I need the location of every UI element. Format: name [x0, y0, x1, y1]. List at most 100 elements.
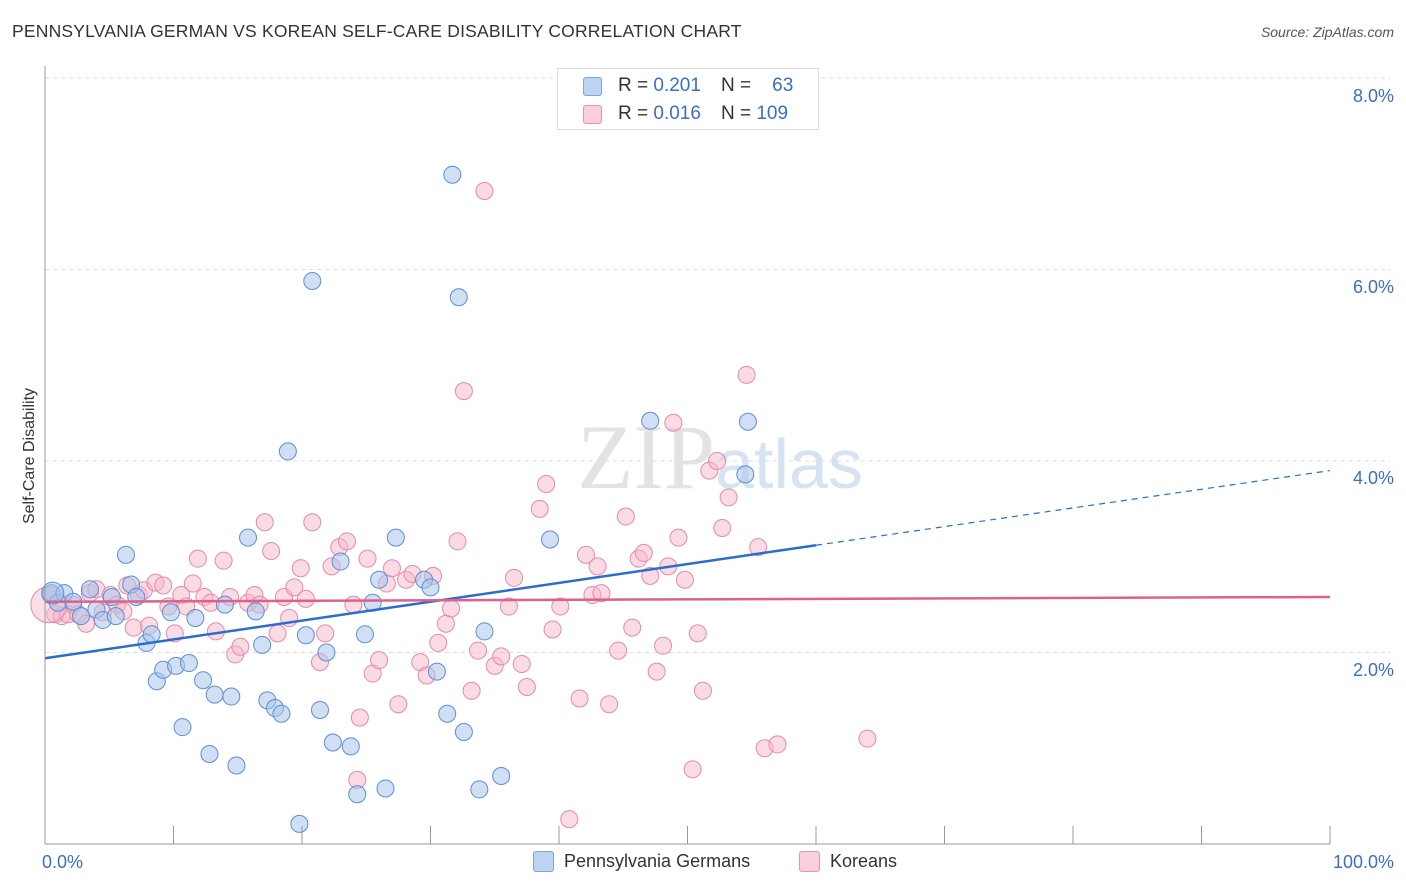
pennsylvania-germans-point [303, 271, 322, 290]
pennsylvania-germans-point [370, 570, 389, 589]
koreans-point [154, 576, 173, 595]
axes [44, 66, 1331, 845]
koreans-point [675, 570, 694, 589]
pennsylvania-germans-point [127, 587, 146, 606]
koreans-point [693, 681, 712, 700]
pennsylvania-germans-point [142, 625, 161, 644]
pennsylvania-germans-point [246, 602, 265, 621]
koreans-point [708, 452, 727, 470]
koreans-point [647, 662, 666, 681]
n-label: N = [720, 75, 752, 96]
source-label: Source: ZipAtlas.com [1260, 24, 1394, 40]
pennsylvania-germans-point [341, 737, 360, 756]
pennsylvania-germans-point [179, 654, 198, 673]
pennsylvania-germans-point [239, 528, 258, 547]
y-tick-label-8: 8.0% [1352, 86, 1394, 106]
koreans-point [214, 551, 233, 570]
pennsylvania-germans-point [116, 545, 135, 564]
r-value: 0.201 [653, 75, 701, 96]
pennsylvania-germans-point [317, 643, 336, 662]
koreans-point [183, 574, 202, 593]
koreans-point [654, 636, 673, 655]
stats-legend: R = 0.201 N = 63 R = 0.016 N = 109 [557, 68, 819, 130]
n-label: N = [720, 103, 752, 124]
koreans-point [576, 545, 595, 564]
koreans-point [337, 532, 356, 551]
grid-lines [45, 77, 1390, 653]
pennsylvania-germans-point [331, 552, 350, 571]
pink-swatch [583, 104, 602, 124]
pennsylvania-germans-point [222, 687, 241, 706]
koreans-point [512, 654, 531, 673]
pennsylvania-germans-point [376, 779, 395, 798]
pennsylvania-germans-point [738, 412, 757, 431]
koreans-point [350, 708, 369, 727]
koreans-point [469, 641, 488, 660]
pennsylvania-germans-point [161, 603, 180, 622]
pennsylvania-germans-point [227, 756, 246, 775]
koreans-point [492, 647, 511, 666]
koreans-point [303, 513, 322, 532]
koreans-point [454, 382, 473, 401]
pennsylvania-germans-point [272, 704, 291, 723]
koreans-point [370, 651, 389, 670]
koreans-point [543, 620, 562, 639]
pennsylvania-germans-trend-line [44, 544, 817, 660]
koreans-point [262, 542, 281, 561]
pennsylvania-germans-point [475, 622, 494, 641]
koreans-point [499, 597, 518, 616]
koreans-point [634, 543, 653, 562]
koreans-point [124, 618, 143, 637]
koreans-point [530, 499, 549, 518]
n-value: 109 [756, 103, 789, 124]
x-tick-label-min: 0.0% [42, 852, 84, 872]
pennsylvania-germans-point [205, 685, 224, 704]
pennsylvania-germans-point [290, 814, 309, 833]
koreans-point [600, 695, 619, 714]
koreans-point [719, 488, 738, 507]
koreans-point [255, 513, 274, 532]
pennsylvania-germans-point [492, 767, 511, 786]
legend-item-pennsylvania-germans[interactable]: Pennsylvania Germans [533, 851, 750, 872]
stats-row-pink: R = 0.016 N = 109 [558, 101, 788, 127]
pennsylvania-germans-point [71, 607, 90, 626]
koreans-point [570, 689, 589, 708]
x-tick-label-max: 100.0% [1332, 852, 1394, 872]
pennsylvania-germans-cluster-point [41, 581, 65, 605]
pennsylvania-germans-point [194, 671, 213, 690]
koreans-point [688, 624, 707, 643]
koreans-point [551, 597, 570, 616]
koreans-point [664, 413, 683, 432]
koreans-point [448, 532, 467, 551]
pink-swatch [799, 851, 820, 872]
pennsylvania-germans-point [296, 626, 315, 645]
r-value: 0.016 [653, 103, 701, 124]
chart-title: PENNSYLVANIA GERMAN VS KOREAN SELF-CARE … [12, 21, 742, 41]
koreans-point [389, 695, 408, 714]
pennsylvania-germans-point [278, 442, 297, 461]
r-label: R = [618, 75, 649, 96]
pennsylvania-germans-point [541, 530, 560, 549]
koreans-point [436, 614, 455, 633]
pennsylvania-germans-point [80, 580, 99, 599]
pennsylvania-germans-point [106, 607, 125, 626]
y-tick-label-4: 4.0% [1352, 468, 1394, 488]
stats-row-blue: R = 0.201 N = 63 [558, 73, 793, 99]
legend-label: Pennsylvania Germans [564, 851, 751, 871]
koreans-point [669, 528, 688, 547]
pennsylvania-germans-point [215, 595, 234, 614]
koreans-point [382, 559, 401, 578]
koreans-trend-line [44, 595, 1331, 604]
pennsylvania-germans-point [173, 718, 192, 737]
koreans-point [749, 538, 768, 557]
koreans-point [285, 578, 304, 597]
pennsylvania-germans-point [449, 288, 468, 307]
koreans-point [517, 677, 536, 696]
series-legend: Pennsylvania Germans Koreans [0, 851, 1406, 877]
koreans-point [231, 637, 250, 656]
pennsylvania-germans-trend-extension [815, 469, 1331, 546]
koreans-point [641, 566, 660, 585]
koreans-point [505, 568, 524, 587]
pennsylvania-germans-point [736, 465, 755, 484]
legend-item-koreans[interactable]: Koreans [799, 851, 897, 872]
